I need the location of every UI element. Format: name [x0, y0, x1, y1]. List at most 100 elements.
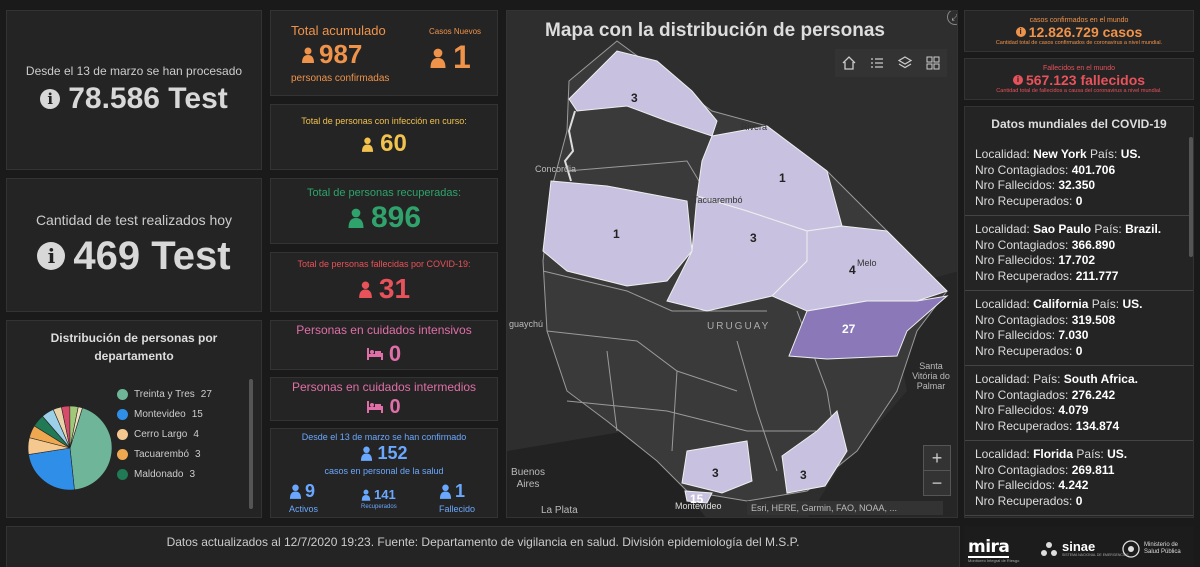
region-maldonado[interactable] [781, 410, 848, 494]
world-item-contagiados-value: 319.508 [1071, 312, 1116, 327]
world-item-fallecidos-label: Nro Fallecidos: [975, 478, 1056, 492]
world-list-item[interactable]: Localidad: País: South Africa. Nro Conta… [965, 366, 1193, 441]
world-item-pais-label: País: [1091, 297, 1120, 311]
place-label-santa-vitoria: Santa Vitória do Palmar [912, 361, 950, 391]
region-count: 27 [842, 322, 856, 336]
world-item-fallecidos-value: 4.242 [1058, 478, 1089, 492]
msp-logo: Ministerio de Salud Pública [1122, 540, 1188, 558]
person-icon [289, 484, 302, 499]
active-panel: Total de personas con infección en curso… [270, 104, 498, 170]
legend-swatch [117, 449, 128, 460]
deceased-label: Total de personas fallecidas por COVID-1… [297, 259, 471, 269]
region-count: 1 [779, 171, 786, 185]
tests-today-value: 469 Test [73, 233, 231, 278]
departments-pie-chart[interactable] [25, 403, 115, 493]
world-item-pais-value: US. [1107, 447, 1128, 461]
country-label: URUGUAY [707, 321, 771, 332]
map-attribution[interactable]: Esri, HERE, Garmin, FAO, NOAA, ... [747, 501, 943, 515]
pie-slice[interactable] [69, 407, 113, 491]
person-icon [302, 47, 314, 63]
recovered-label: Total de personas recuperadas: [306, 187, 462, 199]
person-icon [361, 446, 373, 461]
sinae-logo-text: sinae [1062, 539, 1096, 554]
world-item-contagiados-label: Nro Contagiados: [975, 312, 1069, 327]
person-icon [361, 489, 371, 501]
world-item-localidad-label: Localidad: [975, 147, 1030, 161]
legend-swatch [117, 409, 128, 420]
health-staff-label: Desde el 13 de marzo se han confirmado [301, 432, 467, 442]
deceased-value-row: 31 [358, 273, 410, 305]
info-icon: i [40, 89, 61, 109]
active-value-row: 60 [361, 130, 407, 158]
health-staff-panel: Desde el 13 de marzo se han confirmado 1… [270, 428, 498, 518]
pie-slice[interactable] [28, 447, 75, 491]
new-cases-label: Casos Nuevos [429, 27, 482, 36]
legend-item[interactable]: Treinta y Tres 27 [117, 389, 212, 400]
region-canelones[interactable] [681, 440, 753, 494]
world-item-fallecidos-value: 4.079 [1058, 403, 1089, 417]
accumulated-label: Total acumulado [291, 23, 386, 38]
world-item-fallecidos-value: 7.030 [1058, 328, 1089, 342]
world-list-item[interactable]: Localidad: Texas País: US. Nro Contagiad… [965, 516, 1193, 517]
region-salto[interactable] [542, 180, 693, 287]
tests-total-label: Desde el 13 de marzo se han procesado [25, 64, 243, 78]
world-cases-value-row: i 12.826.729 casos [1015, 24, 1142, 40]
zoom-out-button[interactable]: − [931, 473, 943, 493]
icu-value: 0 [388, 341, 402, 366]
legend-item[interactable]: Montevideo 15 [117, 409, 212, 420]
region-artigas[interactable] [568, 50, 718, 137]
pie-slice[interactable] [69, 406, 83, 449]
sinae-logo-mark [1041, 541, 1057, 556]
legend-item[interactable]: Cerro Largo 4 [117, 429, 212, 440]
world-item-localidad-label: Localidad: [975, 447, 1030, 461]
region-montevideo[interactable] [684, 490, 713, 504]
world-item-localidad-value: Sao Paulo [1033, 222, 1092, 236]
world-list-item[interactable]: Localidad: New York País: US. Nro Contag… [965, 141, 1193, 216]
world-list-scrollbar[interactable] [1189, 137, 1193, 257]
map-title: Mapa con la distribución de personas [545, 20, 885, 41]
staff-active-group: 9 Activos [289, 481, 318, 514]
legend-item[interactable]: Maldonado 3 [117, 469, 212, 480]
world-list-item[interactable]: Localidad: Sao Paulo País: Brazil. Nro C… [965, 216, 1193, 291]
person-icon [439, 484, 452, 499]
tests-total-value-row: i 78.586 Test [40, 82, 228, 116]
world-item-pais-label: País: [1094, 222, 1122, 236]
expand-icon[interactable]: ⤢ [947, 11, 957, 25]
world-list-item[interactable]: Localidad: California País: US. Nro Cont… [965, 291, 1193, 366]
staff-recovered-label: Recuperados [361, 504, 397, 510]
legend-item[interactable]: Tacuarembó 3 [117, 449, 212, 460]
world-item-recuperados-value: 0 [1075, 193, 1083, 208]
world-item-contagiados-label: Nro Contagiados: [975, 462, 1069, 477]
legend-list-icon[interactable] [866, 52, 888, 74]
region-treinta-y-tres[interactable] [788, 295, 949, 360]
staff-recovered-value: 141 [374, 487, 396, 502]
intermediate-value-row: 0 [367, 396, 401, 419]
world-item-pais-value: US. [1120, 147, 1141, 161]
staff-deceased-value: 1 [455, 481, 466, 501]
zoom-in-button[interactable]: + [924, 446, 950, 471]
map-panel[interactable]: Mapa con la distribución de personas ⤢ C… [506, 10, 958, 518]
world-item-localidad-label: Localidad: [975, 297, 1030, 311]
intermediate-label: Personas en cuidados intermedios [291, 379, 477, 394]
world-data-list[interactable]: Localidad: New York País: US. Nro Contag… [965, 141, 1193, 517]
world-item-contagiados-value: 269.811 [1071, 462, 1115, 477]
legend-scrollbar[interactable] [249, 379, 253, 509]
info-icon: i [1012, 74, 1023, 85]
accumulated-value-row: 987 [301, 39, 362, 70]
legend-count: 15 [191, 409, 203, 420]
world-item-fallecidos-value: 17.702 [1058, 253, 1096, 267]
world-item-pais-value: Brazil. [1125, 222, 1162, 236]
legend-count: 4 [193, 429, 199, 440]
basemap-gallery-icon[interactable] [922, 52, 944, 74]
map-canvas[interactable] [507, 11, 958, 518]
world-list-item[interactable]: Localidad: Florida País: US. Nro Contagi… [965, 441, 1193, 516]
person-icon [430, 48, 446, 68]
new-cases-value: 1 [453, 39, 471, 75]
region-count: 1 [613, 227, 620, 241]
world-item-recuperados-label: Nro Recuperados: [975, 268, 1073, 283]
msp-seal-icon [1122, 540, 1140, 558]
layers-icon[interactable] [894, 52, 916, 74]
home-icon[interactable] [838, 52, 860, 74]
info-icon: i [37, 242, 66, 270]
new-cases-value-row: 1 [429, 39, 471, 76]
